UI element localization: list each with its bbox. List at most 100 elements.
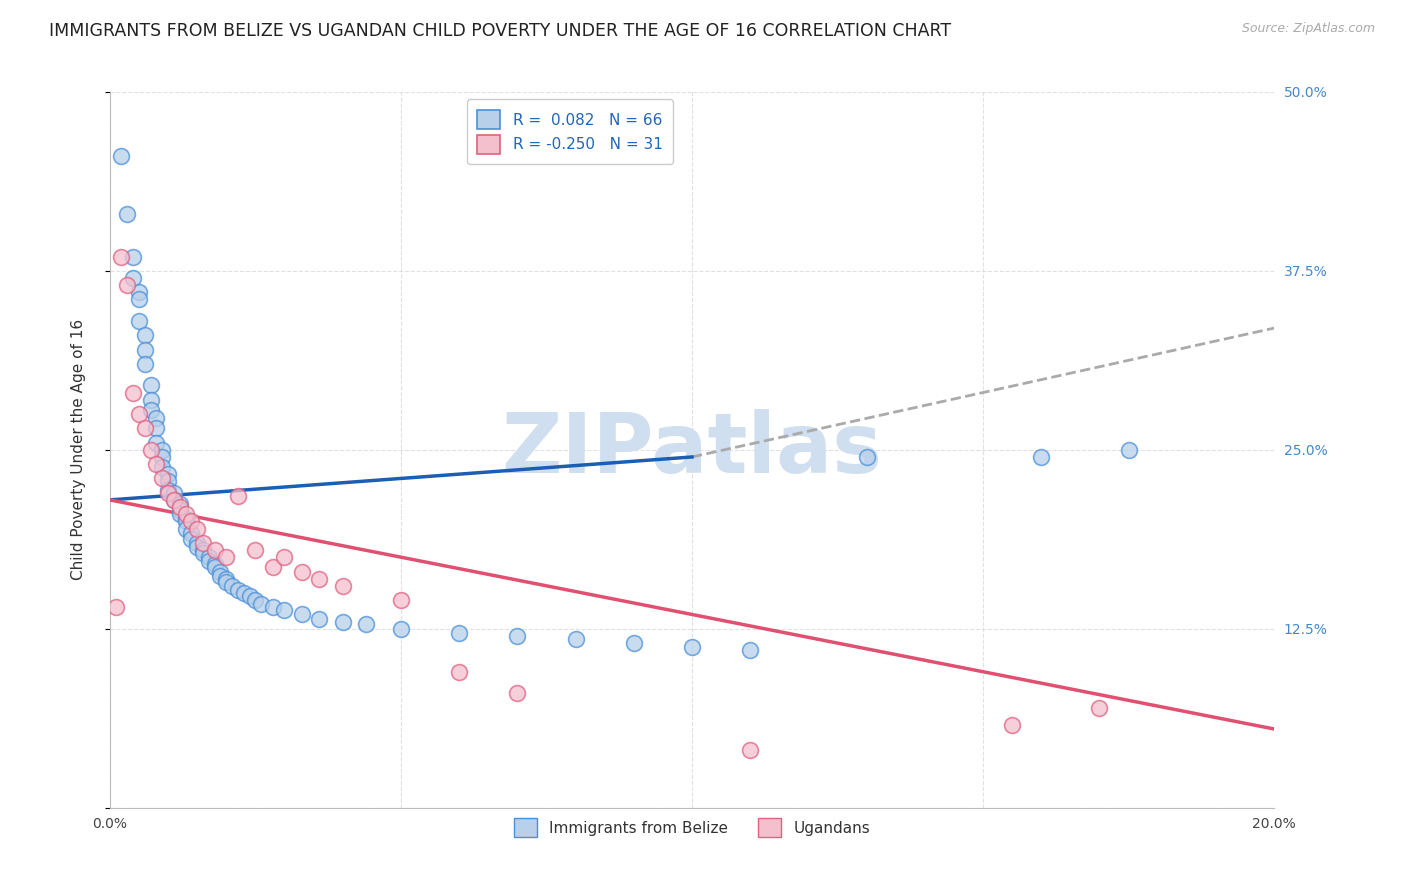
- Point: [740, 743, 762, 757]
- Point: [262, 560, 284, 574]
- Point: [139, 442, 162, 457]
- Point: [449, 665, 471, 679]
- Point: [209, 565, 232, 579]
- Text: ZIPatlas: ZIPatlas: [502, 409, 883, 491]
- Point: [169, 503, 191, 517]
- Point: [245, 543, 267, 558]
- Point: [389, 593, 412, 607]
- Point: [262, 600, 284, 615]
- Point: [291, 565, 314, 579]
- Point: [150, 442, 173, 457]
- Point: [186, 522, 208, 536]
- Point: [740, 643, 762, 657]
- Point: [128, 293, 150, 307]
- Point: [215, 550, 238, 565]
- Point: [139, 402, 162, 417]
- Point: [1118, 442, 1140, 457]
- Point: [226, 489, 249, 503]
- Point: [389, 622, 412, 636]
- Legend: Immigrants from Belize, Ugandans: Immigrants from Belize, Ugandans: [508, 813, 876, 843]
- Point: [250, 598, 273, 612]
- Point: [134, 343, 156, 357]
- Point: [332, 615, 354, 629]
- Point: [157, 475, 180, 489]
- Y-axis label: Child Poverty Under the Age of 16: Child Poverty Under the Age of 16: [72, 319, 86, 581]
- Point: [174, 511, 197, 525]
- Point: [150, 460, 173, 475]
- Point: [145, 411, 167, 425]
- Point: [174, 522, 197, 536]
- Point: [139, 392, 162, 407]
- Point: [180, 532, 202, 546]
- Point: [291, 607, 314, 622]
- Point: [163, 485, 186, 500]
- Point: [186, 540, 208, 554]
- Point: [506, 629, 529, 643]
- Point: [157, 467, 180, 482]
- Point: [245, 593, 267, 607]
- Point: [169, 500, 191, 514]
- Point: [122, 271, 145, 285]
- Point: [174, 507, 197, 521]
- Point: [139, 378, 162, 392]
- Point: [117, 278, 139, 293]
- Point: [204, 560, 226, 574]
- Point: [449, 626, 471, 640]
- Point: [150, 471, 173, 485]
- Point: [122, 250, 145, 264]
- Point: [855, 450, 877, 464]
- Point: [134, 357, 156, 371]
- Text: Source: ZipAtlas.com: Source: ZipAtlas.com: [1241, 22, 1375, 36]
- Point: [134, 421, 156, 435]
- Point: [169, 507, 191, 521]
- Point: [681, 640, 703, 655]
- Point: [221, 579, 243, 593]
- Point: [204, 543, 226, 558]
- Point: [273, 603, 295, 617]
- Point: [163, 492, 186, 507]
- Point: [215, 574, 238, 589]
- Point: [150, 450, 173, 464]
- Text: IMMIGRANTS FROM BELIZE VS UGANDAN CHILD POVERTY UNDER THE AGE OF 16 CORRELATION : IMMIGRANTS FROM BELIZE VS UGANDAN CHILD …: [49, 22, 952, 40]
- Point: [204, 558, 226, 572]
- Point: [122, 385, 145, 400]
- Point: [128, 407, 150, 421]
- Point: [332, 579, 354, 593]
- Point: [128, 285, 150, 300]
- Point: [145, 421, 167, 435]
- Point: [157, 485, 180, 500]
- Point: [564, 632, 586, 646]
- Point: [198, 554, 221, 568]
- Point: [174, 515, 197, 529]
- Point: [354, 617, 377, 632]
- Point: [226, 583, 249, 598]
- Point: [186, 536, 208, 550]
- Point: [145, 457, 167, 471]
- Point: [209, 569, 232, 583]
- Point: [623, 636, 645, 650]
- Point: [506, 686, 529, 700]
- Point: [191, 546, 214, 560]
- Point: [128, 314, 150, 328]
- Point: [110, 149, 132, 163]
- Point: [1001, 717, 1024, 731]
- Point: [104, 600, 127, 615]
- Point: [232, 586, 254, 600]
- Point: [215, 572, 238, 586]
- Point: [273, 550, 295, 565]
- Point: [191, 536, 214, 550]
- Point: [163, 492, 186, 507]
- Point: [198, 550, 221, 565]
- Point: [180, 515, 202, 529]
- Point: [238, 589, 260, 603]
- Point: [1088, 700, 1111, 714]
- Point: [157, 483, 180, 497]
- Point: [145, 435, 167, 450]
- Point: [308, 572, 330, 586]
- Point: [1031, 450, 1053, 464]
- Point: [169, 497, 191, 511]
- Point: [134, 328, 156, 343]
- Point: [180, 525, 202, 540]
- Point: [308, 612, 330, 626]
- Point: [191, 543, 214, 558]
